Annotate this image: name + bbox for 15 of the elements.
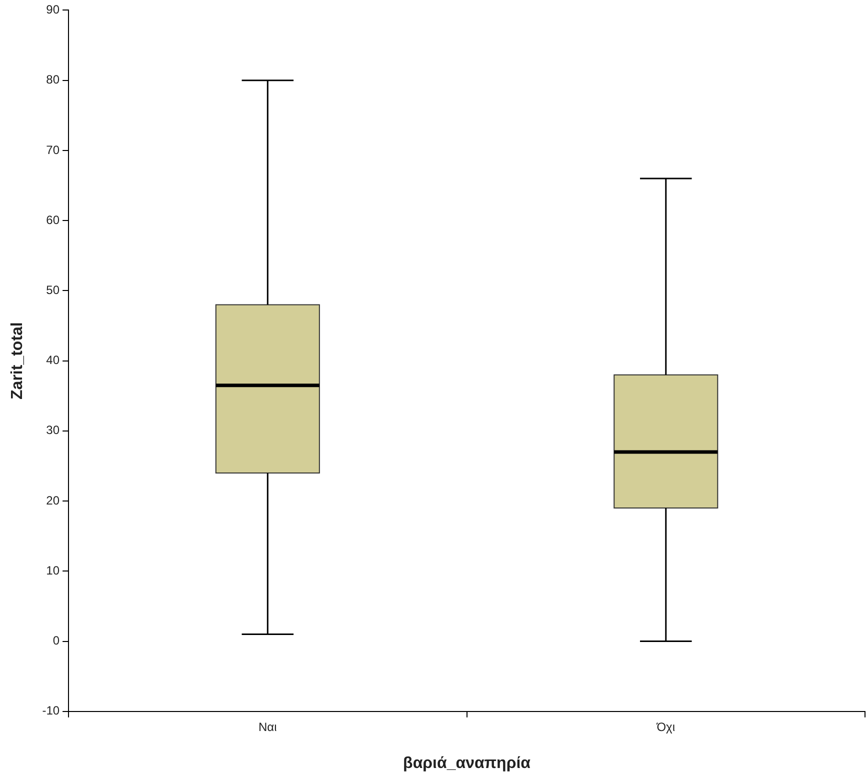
y-tick-label: 90	[46, 2, 60, 17]
y-tick-label: 40	[46, 353, 60, 368]
x-tick-label: Ναι	[258, 720, 278, 734]
y-tick-label: 30	[46, 423, 60, 438]
y-tick-label: 80	[46, 72, 60, 87]
y-tick-label: -10	[42, 704, 60, 718]
y-tick-label: 20	[46, 493, 60, 508]
y-axis-title: Zarit_total	[9, 322, 26, 400]
y-tick-label: 10	[46, 563, 60, 578]
y-tick-label: 70	[46, 142, 60, 157]
y-tick-label: 60	[46, 212, 60, 227]
x-tick-label: Όχι	[656, 720, 676, 734]
y-tick-label: 50	[46, 282, 60, 297]
y-tick-label: 0	[52, 634, 60, 648]
x-axis-title: βαριά_αναπηρία	[403, 754, 531, 772]
